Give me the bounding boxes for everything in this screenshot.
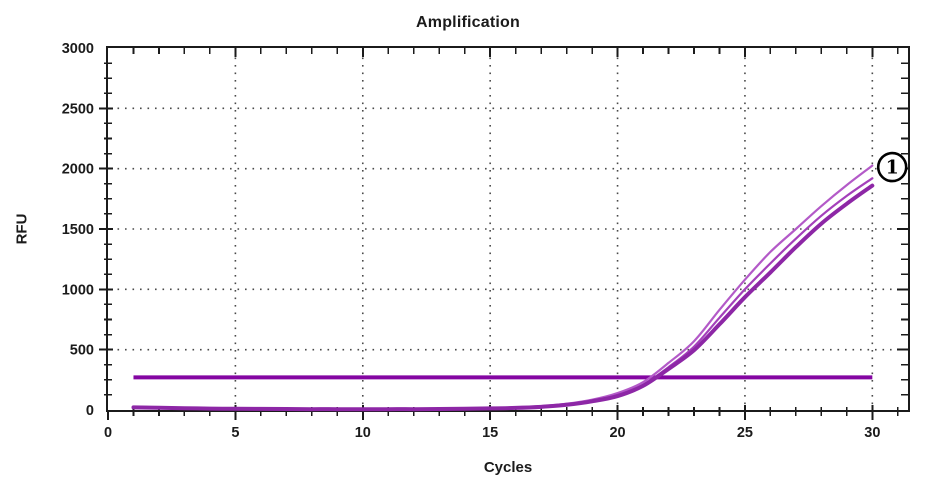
svg-text:15: 15 bbox=[482, 425, 498, 441]
amplification-trace-1 bbox=[132, 164, 874, 411]
svg-text:1500: 1500 bbox=[62, 222, 94, 238]
gridlines bbox=[110, 50, 907, 409]
callout-1-label: 1 bbox=[886, 157, 899, 179]
amplification-trace-3 bbox=[131, 183, 875, 412]
svg-text:0: 0 bbox=[86, 403, 94, 419]
svg-text:0: 0 bbox=[104, 425, 112, 441]
svg-text:2500: 2500 bbox=[62, 101, 94, 117]
svg-text:1000: 1000 bbox=[62, 282, 94, 298]
svg-text:3000: 3000 bbox=[62, 41, 94, 57]
svg-text:5: 5 bbox=[231, 425, 239, 441]
x-tick-labels: 0 5 10 15 20 25 30 bbox=[104, 425, 880, 441]
x-axis-title: Cycles bbox=[483, 459, 533, 476]
svg-text:30: 30 bbox=[864, 425, 880, 441]
svg-text:500: 500 bbox=[70, 343, 94, 359]
svg-text:25: 25 bbox=[737, 425, 753, 441]
svg-text:2000: 2000 bbox=[62, 162, 94, 178]
svg-text:10: 10 bbox=[355, 425, 371, 441]
chart-title: Amplification bbox=[416, 14, 520, 31]
y-tick-labels: 0 500 1000 1500 2000 2500 3000 bbox=[62, 41, 94, 419]
callout-1-annotation: 1 bbox=[876, 151, 908, 183]
svg-text:20: 20 bbox=[609, 425, 625, 441]
amplification-trace-2 bbox=[132, 177, 874, 411]
amplification-curves bbox=[131, 164, 875, 412]
axis-ticks bbox=[99, 48, 908, 420]
